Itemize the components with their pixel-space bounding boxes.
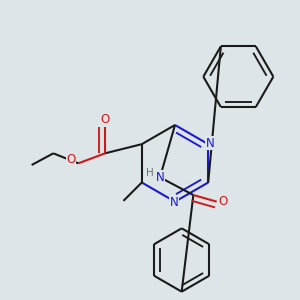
Text: H: H (146, 168, 154, 178)
Text: O: O (66, 153, 76, 166)
Text: O: O (100, 113, 109, 126)
Text: N: N (156, 171, 164, 184)
Text: N: N (169, 196, 178, 209)
Text: O: O (218, 195, 227, 208)
Text: N: N (206, 137, 214, 150)
